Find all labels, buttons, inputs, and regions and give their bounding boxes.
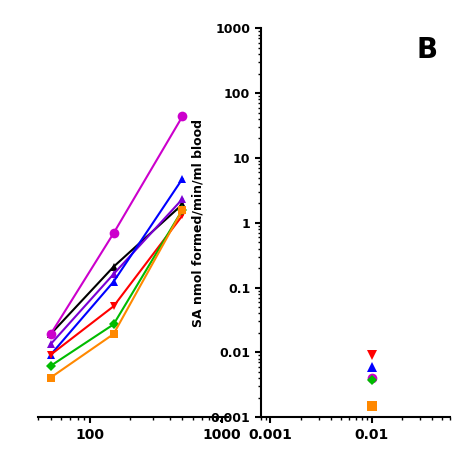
Text: B: B — [416, 36, 438, 64]
Y-axis label: SA nmol formed/min/ml blood: SA nmol formed/min/ml blood — [192, 119, 205, 327]
